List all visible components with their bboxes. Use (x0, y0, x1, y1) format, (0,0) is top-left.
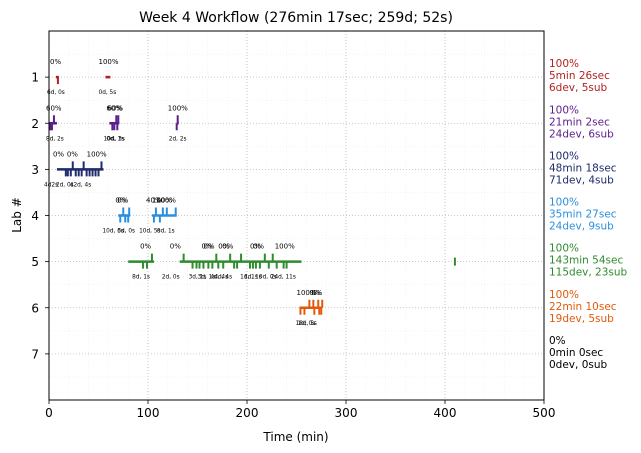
y-tick-label: 7 (31, 347, 39, 361)
lane-5-duration-label: 0d, 0s (259, 275, 277, 281)
lane-3-summary-line: 71dev, 4sub (549, 174, 614, 186)
lane-5-percent-label: 0% (203, 243, 214, 251)
lane-2-duration-label: 8d, 2s (46, 136, 64, 142)
chart-title: Week 4 Workflow (276min 17sec; 259d; 52s… (139, 10, 453, 26)
y-tick-label: 1 (31, 71, 39, 85)
y-tick-label: 2 (31, 117, 39, 131)
lane-5-percent-label: 0% (201, 243, 212, 251)
lane-4-summary-line: 35min 27sec (549, 209, 617, 221)
lane-2-percent-label: 100% (168, 104, 188, 112)
lane-1-duration-label: 0d, 5s (99, 90, 117, 96)
lane-6-duration-label: 1d, 0s (297, 321, 315, 327)
lane-1-duration-label: 6d, 0s (47, 90, 65, 96)
x-tick-label: 500 (533, 406, 556, 420)
lane-2-summary-line: 100% (549, 104, 579, 116)
x-tick-label: 200 (236, 406, 259, 420)
lane-2-summary-line: 24dev, 6sub (549, 128, 614, 140)
lane-2-percent-label: 60% (106, 104, 122, 112)
lane-6-percent-label: 0% (309, 289, 320, 297)
lane-5-percent-label: 0% (253, 243, 264, 251)
lane-5-duration-label: 4d, 4s (214, 275, 232, 281)
x-tick-label: 0 (45, 406, 53, 420)
y-tick-label: 3 (31, 163, 39, 177)
lane-5-summary-line: 115dev, 23sub (549, 267, 628, 279)
lane-3-percent-label: 0% (67, 150, 78, 158)
lane-5-duration-label: 24d, 11s (271, 275, 296, 281)
lane-3-percent-label: 100% (87, 150, 107, 158)
lane-5-duration-label: 1d, 1s (244, 275, 262, 281)
lane-5-percent-label: 100% (275, 243, 295, 251)
lane-2-duration-label: 10d, 3s (103, 136, 124, 142)
lane-5-duration-label: 2d, 0s (162, 275, 180, 281)
y-tick-label: 5 (31, 255, 39, 269)
lane-1-summary-line: 5min 26sec (549, 70, 610, 82)
lane-4-duration-label: 6d, 0s (117, 229, 135, 235)
lane-3-duration-label: 2d, 0s (56, 182, 74, 188)
lane-5-percent-label: 0% (140, 243, 151, 251)
lane-4-duration-label: 10d, 5s (139, 229, 160, 235)
lane-7-summary-line: 0min 0sec (549, 347, 603, 359)
lane-5-duration-label: 3d, 1s (198, 275, 216, 281)
lane-7-summary-line: 0dev, 0sub (549, 359, 608, 371)
lane-3-summary-line: 48min 18sec (549, 162, 617, 174)
lane-4-summary-line: 100% (549, 197, 579, 209)
lane-5-duration-label: 3d, 1s (189, 275, 207, 281)
lane-1-summary-line: 100% (549, 58, 579, 70)
y-tick-label: 6 (31, 301, 39, 315)
x-tick-label: 300 (335, 406, 358, 420)
x-tick-label: 100 (137, 406, 160, 420)
lane-5-summary-line: 143min 54sec (549, 255, 623, 267)
lane-4-percent-label: 0% (115, 197, 126, 205)
lane-4-percent-label: 100% (156, 197, 176, 205)
lane-3-percent-label: 0% (53, 150, 64, 158)
lane-3-summary-line: 100% (549, 150, 579, 162)
lane-5-percent-label: 0% (250, 243, 261, 251)
lane-5-duration-label: 4d, 4s (210, 275, 228, 281)
lane-6-duration-label: 18d, 5s (296, 321, 317, 327)
lane-1-summary-line: 6dev, 5sub (549, 82, 608, 94)
y-axis-label: Lab # (10, 197, 24, 233)
lane-2-percent-label: 60% (107, 104, 123, 112)
lane-4-percent-label: 0% (117, 197, 128, 205)
lane-4-duration-label: 10d, 3s (102, 229, 123, 235)
lane-2-summary-line: 21min 2sec (549, 116, 610, 128)
lane-6-summary-line: 100% (549, 289, 579, 301)
lane-1-percent-label: 100% (99, 58, 119, 66)
lane-5-percent-label: 0% (222, 243, 233, 251)
lane-5-summary-line: 100% (549, 243, 579, 255)
lane-6-percent-label: 0% (311, 289, 322, 297)
lane-4-percent-label: 40% (146, 197, 162, 205)
lane-7-summary-line: 0% (549, 335, 566, 347)
lane-3-duration-label: 42d, 4s (70, 182, 91, 188)
lane-4-summary-line: 24dev, 9sub (549, 221, 614, 233)
y-tick-label: 4 (31, 209, 39, 223)
lane-5-duration-label: 1d, 1s (240, 275, 258, 281)
lane-3-duration-label: 4d2s (44, 182, 58, 188)
lane-1-percent-label: 0% (50, 58, 61, 66)
lane-4-percent-label: 100% (152, 197, 172, 205)
x-tick-label: 400 (434, 406, 457, 420)
lane-5-duration-label: 8d, 1s (132, 275, 150, 281)
x-axis-label: Time (min) (262, 430, 328, 444)
lane-2-percent-label: 60% (46, 104, 62, 112)
lane-2-duration-label: 0d, 1s (106, 136, 124, 142)
lane-4-duration-label: 0d, 1s (157, 229, 175, 235)
lane-6-summary-line: 22min 10sec (549, 301, 617, 313)
lane-6-summary-line: 19dev, 5sub (549, 313, 614, 325)
lane-5-percent-label: 0% (218, 243, 229, 251)
lane-2-duration-label: 2d, 2s (169, 136, 187, 142)
lane-6-percent-label: 100% (297, 289, 317, 297)
lane-5-percent-label: 0% (170, 243, 181, 251)
